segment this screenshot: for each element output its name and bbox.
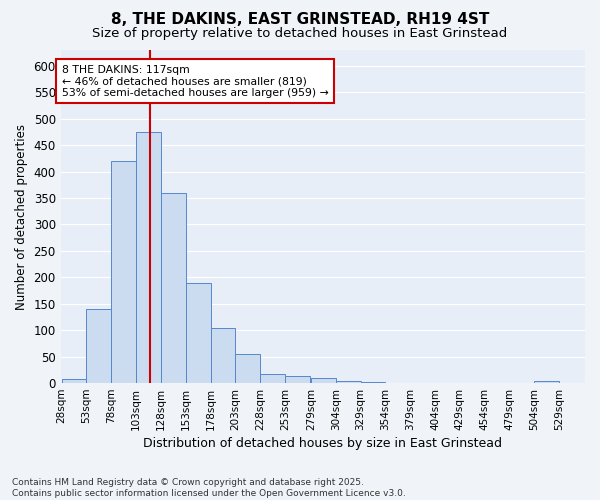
- X-axis label: Distribution of detached houses by size in East Grinstead: Distribution of detached houses by size …: [143, 437, 502, 450]
- Text: Size of property relative to detached houses in East Grinstead: Size of property relative to detached ho…: [92, 28, 508, 40]
- Bar: [311, 378, 336, 383]
- Bar: [260, 374, 285, 383]
- Bar: [361, 382, 385, 383]
- Bar: [285, 376, 310, 383]
- Y-axis label: Number of detached properties: Number of detached properties: [15, 124, 28, 310]
- Bar: [136, 132, 161, 383]
- Bar: [385, 382, 410, 383]
- Bar: [86, 309, 112, 383]
- Bar: [410, 382, 435, 383]
- Bar: [62, 379, 86, 383]
- Bar: [336, 382, 361, 383]
- Bar: [235, 354, 260, 383]
- Text: 8, THE DAKINS, EAST GRINSTEAD, RH19 4ST: 8, THE DAKINS, EAST GRINSTEAD, RH19 4ST: [111, 12, 489, 28]
- Bar: [186, 282, 211, 383]
- Text: Contains HM Land Registry data © Crown copyright and database right 2025.
Contai: Contains HM Land Registry data © Crown c…: [12, 478, 406, 498]
- Bar: [161, 192, 186, 383]
- Bar: [211, 328, 235, 383]
- Text: 8 THE DAKINS: 117sqm
← 46% of detached houses are smaller (819)
53% of semi-deta: 8 THE DAKINS: 117sqm ← 46% of detached h…: [62, 65, 328, 98]
- Bar: [535, 382, 559, 383]
- Bar: [112, 161, 136, 383]
